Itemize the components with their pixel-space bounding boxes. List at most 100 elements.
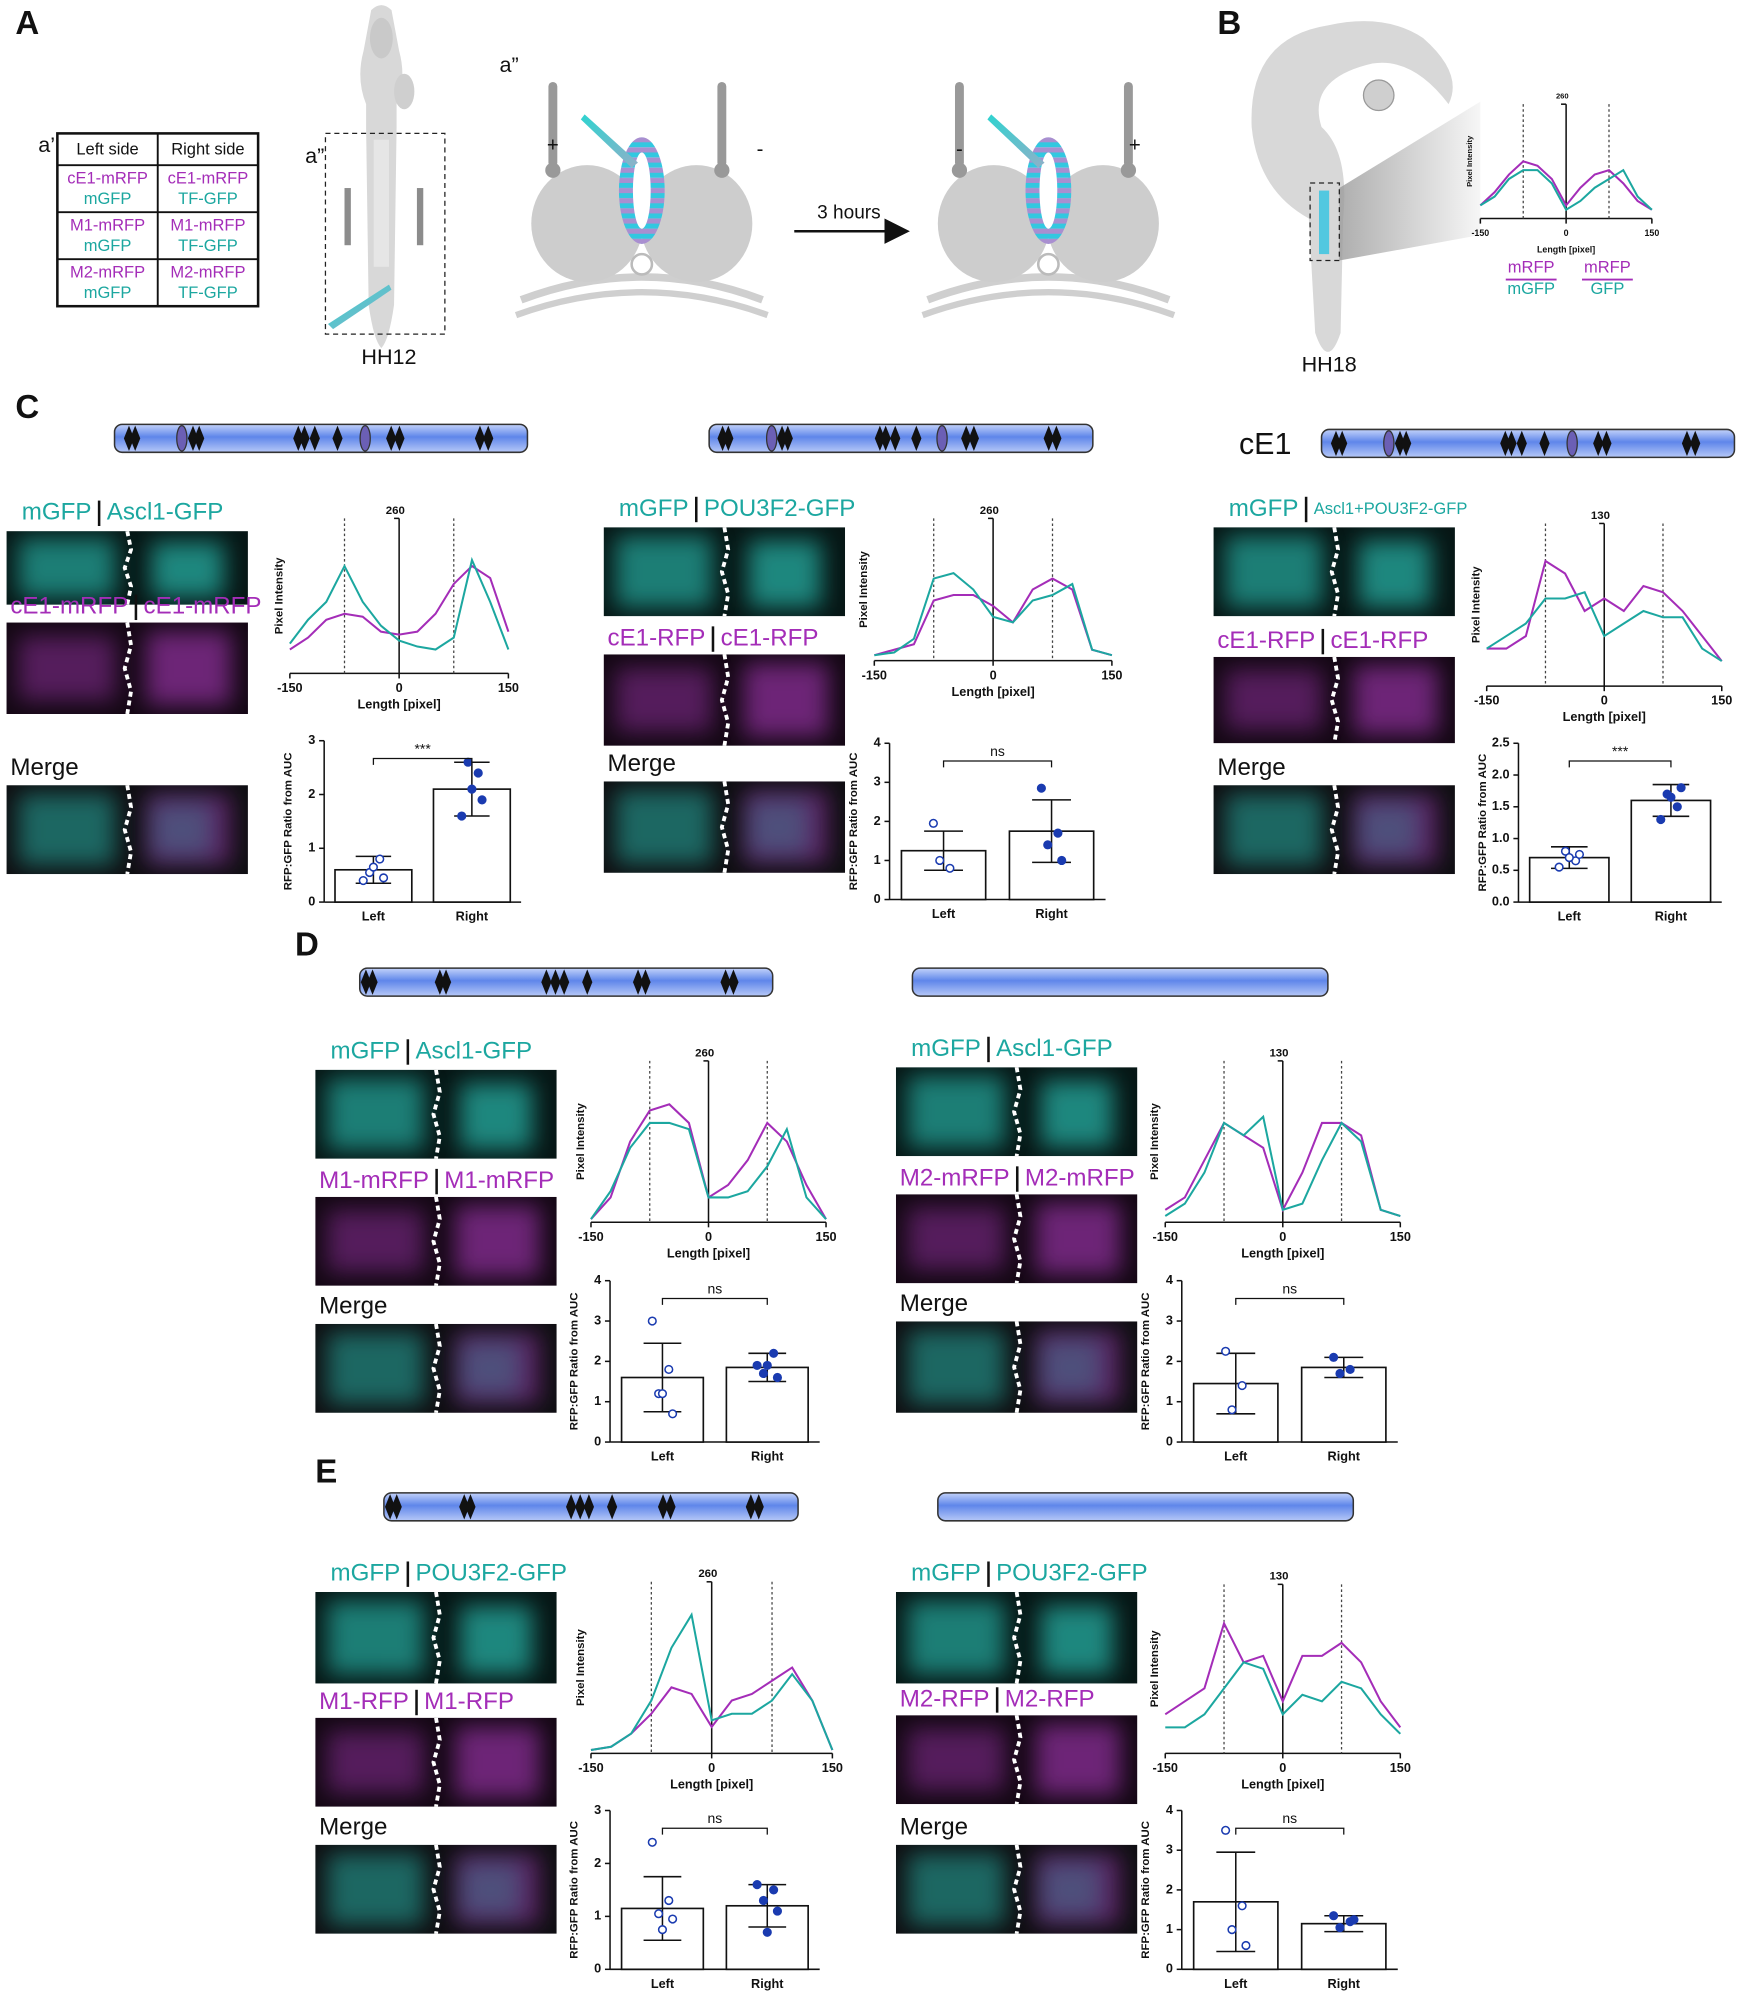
- signal: [907, 1853, 1005, 1925]
- y-tick-label: 130: [1269, 1047, 1288, 1059]
- signal: [1358, 802, 1419, 857]
- x-tick-label: 150: [498, 681, 519, 695]
- data-point: [1221, 1825, 1231, 1835]
- binding-site: [607, 1494, 618, 1520]
- bar: [900, 849, 987, 901]
- y-tick-label: 3: [308, 733, 315, 747]
- table-cell: M1-mRFP: [170, 217, 245, 235]
- x-tick-label: 150: [1101, 668, 1122, 682]
- y-tick-label: 4: [594, 1273, 601, 1287]
- image-label: cE1-mRFP: [144, 593, 262, 620]
- data-point: [1053, 828, 1063, 838]
- y-tick-label: 4: [1166, 1273, 1173, 1287]
- image-label: POU3F2-GFP: [704, 495, 855, 522]
- image-label: M2-mRFP: [1025, 1164, 1135, 1191]
- profile-line: [874, 571, 1113, 657]
- data-point: [1666, 792, 1676, 802]
- x-tick-label: 0: [708, 1761, 715, 1775]
- table-header: Right side: [171, 140, 244, 158]
- y-tick-label: 1.0: [1492, 831, 1510, 845]
- data-point: [668, 1914, 678, 1924]
- binding-site: [360, 969, 372, 995]
- binding-site-oval: [936, 424, 948, 452]
- electrode-sign: +: [1129, 134, 1141, 156]
- y-axis-label: Pixel Intensity: [1149, 1630, 1161, 1707]
- y-axis-label: Pixel Intensity: [1149, 1103, 1161, 1180]
- significance-bracket: [1235, 1297, 1345, 1305]
- significance-label: ***: [1612, 743, 1629, 759]
- signal: [907, 1330, 1005, 1404]
- binding-site: [465, 1494, 476, 1520]
- binding-site-oval: [765, 424, 778, 452]
- x-tick-label: 0: [396, 681, 403, 695]
- micrograph: [315, 1196, 557, 1286]
- significance-bracket: [372, 757, 473, 765]
- signal: [907, 1601, 1005, 1675]
- y-tick-label: 4: [874, 736, 881, 750]
- micrograph: [895, 1067, 1138, 1157]
- category-label: Left: [362, 910, 386, 924]
- signal: [907, 1076, 1005, 1148]
- binding-site: [665, 1494, 676, 1520]
- significance-label: ns: [707, 1280, 722, 1296]
- x-tick-label: -150: [862, 668, 887, 682]
- y-tick-label: 260: [980, 505, 999, 517]
- signal: [146, 631, 232, 705]
- data-point: [1237, 1381, 1247, 1391]
- profile-line: [1486, 591, 1723, 662]
- y-axis-label: Pixel Intensity: [858, 550, 870, 627]
- data-point: [1329, 1352, 1339, 1362]
- table-header: Left side: [76, 140, 138, 158]
- image-label: cE1-RFP: [1217, 627, 1315, 654]
- image-label: mGFP: [331, 1560, 401, 1587]
- signal: [1040, 1339, 1102, 1395]
- signal: [1358, 540, 1431, 608]
- profile-line: [289, 564, 510, 651]
- signal: [455, 1205, 540, 1277]
- signal: [327, 1210, 424, 1273]
- x-axis-label: Length [pixel]: [1241, 1777, 1324, 1791]
- micrograph: [603, 654, 846, 746]
- binding-site: [566, 1494, 577, 1520]
- signal: [748, 540, 821, 608]
- y-tick-label: 1: [308, 841, 315, 855]
- binding-site: [720, 969, 731, 995]
- profile-line: [1479, 168, 1653, 212]
- data-point: [668, 1409, 678, 1419]
- profile-line: [1479, 160, 1653, 211]
- construct: [911, 967, 1329, 997]
- significance-label: ns: [1282, 1810, 1297, 1826]
- image-label: Ascl1-GFP: [107, 499, 224, 526]
- significance-label: ***: [414, 740, 431, 756]
- sub-label: a’: [38, 132, 55, 157]
- x-tick-label: -150: [578, 1230, 603, 1244]
- data-point: [1335, 1368, 1345, 1379]
- data-point: [1564, 853, 1574, 863]
- x-tick-label: 150: [1390, 1761, 1411, 1775]
- image-label: mGFP: [911, 1560, 981, 1587]
- x-tick-label: 150: [1390, 1230, 1411, 1244]
- electrode-sign: +: [547, 134, 559, 156]
- y-tick-label: 0: [594, 1434, 601, 1448]
- data-point: [1672, 802, 1682, 812]
- data-point: [1329, 1911, 1339, 1921]
- profile-line: [590, 1121, 827, 1220]
- data-point: [945, 863, 955, 873]
- micrograph: [895, 1844, 1138, 1934]
- x-tick-label: -150: [578, 1761, 603, 1775]
- y-tick-label: 3: [874, 775, 881, 789]
- data-point: [1335, 1923, 1345, 1933]
- data-point: [772, 1372, 783, 1383]
- binding-site: [745, 1494, 756, 1520]
- category-label: Right: [456, 910, 489, 924]
- micrograph: [315, 1323, 557, 1413]
- table-cell: mGFP: [84, 237, 132, 255]
- construct-label: cE1: [1239, 427, 1292, 461]
- midline: [1012, 1321, 1023, 1413]
- category-label: Left: [651, 1977, 675, 1991]
- binding-site: [434, 969, 445, 995]
- stage: HH12: [361, 344, 416, 369]
- profile-line: [289, 556, 510, 651]
- signal: [151, 802, 212, 857]
